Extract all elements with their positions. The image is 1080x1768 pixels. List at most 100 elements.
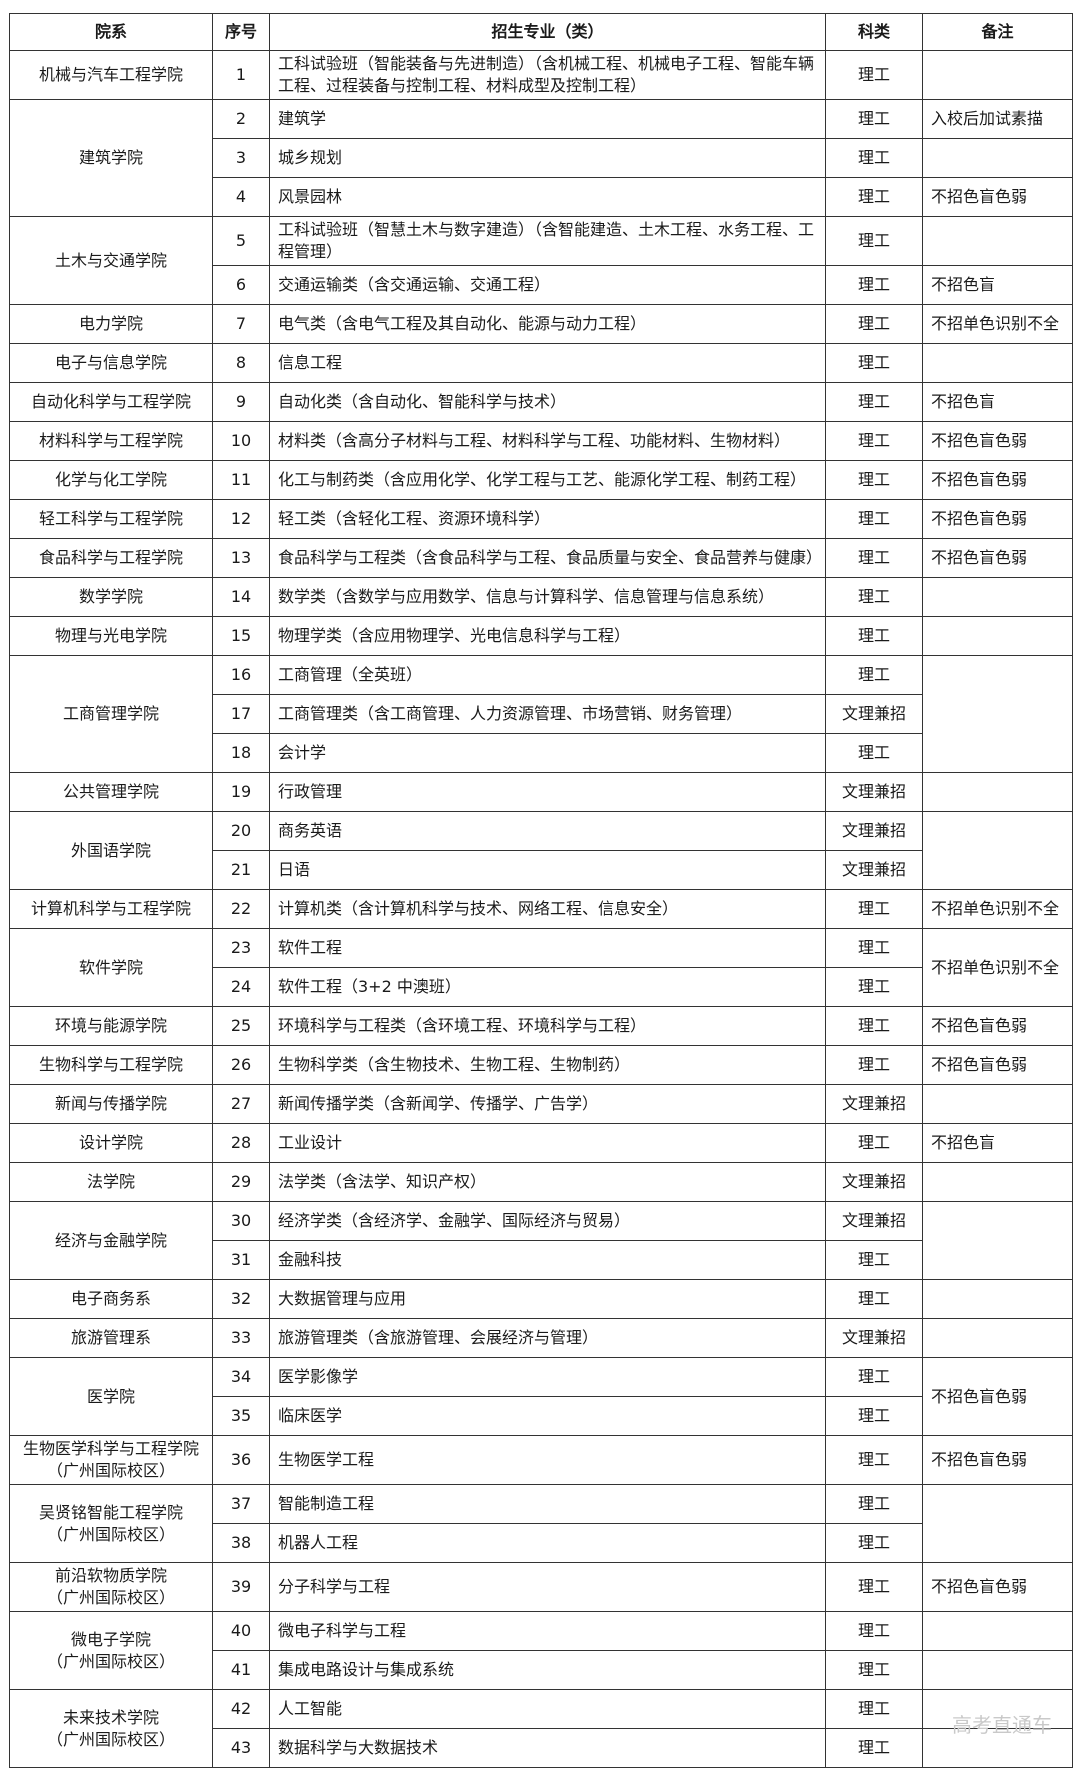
- header-row: 院系 序号 招生专业（类） 科类 备注: [9, 13, 1073, 51]
- college-cell: 电子与信息学院: [9, 343, 213, 383]
- number-cell: 19: [212, 772, 270, 812]
- category-cell: 理工: [825, 1650, 923, 1690]
- number-cell: 37: [212, 1484, 270, 1524]
- college-cell: 物理与光电学院: [9, 616, 213, 656]
- category-cell: 理工: [825, 1562, 923, 1612]
- table-row: 生物科学与工程学院 26 生物科学类（含生物技术、生物工程、生物制药） 理工 不招色盲色…: [9, 1045, 1073, 1085]
- number-cell: 30: [212, 1201, 270, 1241]
- table-row: 17 工商管理类（含工商管理、人力资源管理、市场营销、财务管理） 文理兼招: [10, 694, 1073, 734]
- major-cell: 工商管理（全英班）: [269, 655, 826, 695]
- table-row: 材料科学与工程学院 10 材料类（含高分子材料与工程、材料科学与工程、功能材料、生物…: [9, 421, 1073, 461]
- remark-cell: [922, 655, 1073, 773]
- major-cell: 机器人工程: [269, 1523, 826, 1563]
- major-cell: 日语: [269, 850, 826, 890]
- number-cell: 23: [212, 928, 270, 968]
- number-cell: 5: [212, 216, 270, 266]
- college-cell: 轻工科学与工程学院: [9, 499, 213, 539]
- college-cell: 公共管理学院: [9, 772, 213, 812]
- number-cell: 16: [212, 655, 270, 695]
- number-cell: 14: [212, 577, 270, 617]
- college-cell: 前沿软物质学院 （广州国际校区）: [9, 1562, 213, 1612]
- major-cell: 工科试验班（智慧土木与数字建造）（含智能建造、土木工程、水务工程、工程管理）: [269, 216, 826, 266]
- college-cell: 旅游管理系: [9, 1318, 213, 1358]
- college-cell: 生物科学与工程学院: [9, 1045, 213, 1085]
- category-cell: 理工: [825, 138, 923, 178]
- table-row: 38 机器人工程 理工: [10, 1523, 1073, 1563]
- remark-cell: 不招色盲色弱: [922, 1435, 1073, 1485]
- table-row: 土木与交通学院 5 工科试验班（智慧土木与数字建造）（含智能建造、土木工程、水务工程…: [9, 216, 1073, 305]
- major-cell: 化工与制药类（含应用化学、化学工程与工艺、能源化学工程、制药工程）: [269, 460, 826, 500]
- table-row: 24 软件工程（3+2 中澳班） 理工: [10, 967, 1073, 1007]
- table-row: 工商管理学院 16 工商管理（全英班） 理工: [9, 655, 1073, 773]
- table-row: 前沿软物质学院 （广州国际校区） 39 分子科学与工程 理工 不招色盲色弱: [9, 1562, 1073, 1612]
- category-cell: 文理兼招: [825, 772, 923, 812]
- category-cell: 理工: [825, 1689, 923, 1729]
- number-cell: 38: [212, 1523, 270, 1563]
- table-row: 4 风景园林 理工 不招色盲色弱: [10, 177, 1073, 217]
- category-cell: 理工: [825, 655, 923, 695]
- major-cell: 轻工类（含轻化工程、资源环境科学）: [269, 499, 826, 539]
- number-cell: 22: [212, 889, 270, 929]
- number-cell: 18: [212, 733, 270, 773]
- major-cell: 微电子科学与工程: [269, 1611, 826, 1651]
- major-cell: 自动化类（含自动化、智能科学与技术）: [269, 382, 826, 422]
- number-cell: 32: [212, 1279, 270, 1319]
- category-cell: 文理兼招: [825, 850, 923, 890]
- number-cell: 42: [212, 1689, 270, 1729]
- category-cell: 理工: [825, 460, 923, 500]
- category-cell: 理工: [825, 265, 923, 305]
- category-cell: 理工: [825, 177, 923, 217]
- table-row: 环境与能源学院 25 环境科学与工程类（含环境工程、环境科学与工程） 理工 不招色盲色弱: [9, 1006, 1073, 1046]
- remark-cell: [922, 1611, 1073, 1651]
- number-cell: 8: [212, 343, 270, 383]
- number-cell: 24: [212, 967, 270, 1007]
- remark-cell: [922, 1279, 1073, 1319]
- table-row: 电子商务系 32 大数据管理与应用 理工: [9, 1279, 1073, 1319]
- category-cell: 理工: [825, 421, 923, 461]
- remark-cell: 不招色盲色弱: [922, 460, 1073, 500]
- major-cell: 软件工程（3+2 中澳班）: [269, 967, 826, 1007]
- major-cell: 会计学: [269, 733, 826, 773]
- table-row: 外国语学院 20 商务英语 文理兼招: [9, 811, 1073, 890]
- college-cell: 外国语学院: [9, 811, 213, 890]
- remark-cell: 不招色盲色弱: [922, 1006, 1073, 1046]
- major-cell: 智能制造工程: [269, 1484, 826, 1524]
- category-cell: 理工: [825, 967, 923, 1007]
- table-row: 新闻与传播学院 27 新闻传播学类（含新闻学、传播学、广告学） 文理兼招: [9, 1084, 1073, 1124]
- category-cell: 理工: [825, 577, 923, 617]
- category-cell: 理工: [825, 889, 923, 929]
- remark-cell: [922, 1650, 1073, 1690]
- table-row: 软件学院 23 软件工程 理工 不招单色识别不全: [9, 928, 1073, 1007]
- major-cell: 工商管理类（含工商管理、人力资源管理、市场营销、财务管理）: [269, 694, 826, 734]
- major-cell: 工科试验班（智能装备与先进制造）（含机械工程、机械电子工程、智能车辆工程、过程装…: [269, 50, 826, 100]
- college-cell: 计算机科学与工程学院: [9, 889, 213, 929]
- number-cell: 35: [212, 1396, 270, 1436]
- category-cell: 理工: [825, 1523, 923, 1563]
- major-cell: 食品科学与工程类（含食品科学与工程、食品质量与安全、食品营养与健康）: [269, 538, 826, 578]
- table-row: 生物医学科学与工程学院 （广州国际校区） 36 生物医学工程 理工 不招色盲色弱: [9, 1435, 1073, 1485]
- major-cell: 交通运输类（含交通运输、交通工程）: [269, 265, 826, 305]
- category-cell: 理工: [825, 304, 923, 344]
- header-major: 招生专业（类）: [269, 13, 826, 51]
- category-cell: 理工: [825, 1240, 923, 1280]
- table-row: 化学与化工学院 11 化工与制药类（含应用化学、化学工程与工艺、能源化学工程、制药工…: [9, 460, 1073, 500]
- remark-cell: 不招色盲: [922, 382, 1073, 422]
- remark-cell: 不招色盲色弱: [922, 499, 1073, 539]
- table-row: 电力学院 7 电气类（含电气工程及其自动化、能源与动力工程） 理工 不招单色识别不全: [9, 304, 1073, 344]
- table-row: 医学院 34 医学影像学 理工 不招色盲色弱: [9, 1357, 1073, 1436]
- major-cell: 医学影像学: [269, 1357, 826, 1397]
- category-cell: 理工: [825, 216, 923, 266]
- number-cell: 15: [212, 616, 270, 656]
- college-cell: 经济与金融学院: [9, 1201, 213, 1280]
- category-cell: 文理兼招: [825, 1201, 923, 1241]
- category-cell: 理工: [825, 343, 923, 383]
- remark-cell: [922, 1162, 1073, 1202]
- number-cell: 1: [212, 50, 270, 100]
- category-cell: 理工: [825, 1435, 923, 1485]
- major-cell: 法学类（含法学、知识产权）: [269, 1162, 826, 1202]
- table-row: 建筑学院 2 建筑学 理工 入校后加试素描: [9, 99, 1073, 217]
- major-cell: 人工智能: [269, 1689, 826, 1729]
- header-college: 院系: [9, 13, 213, 51]
- category-cell: 理工: [825, 1123, 923, 1163]
- category-cell: 理工: [825, 382, 923, 422]
